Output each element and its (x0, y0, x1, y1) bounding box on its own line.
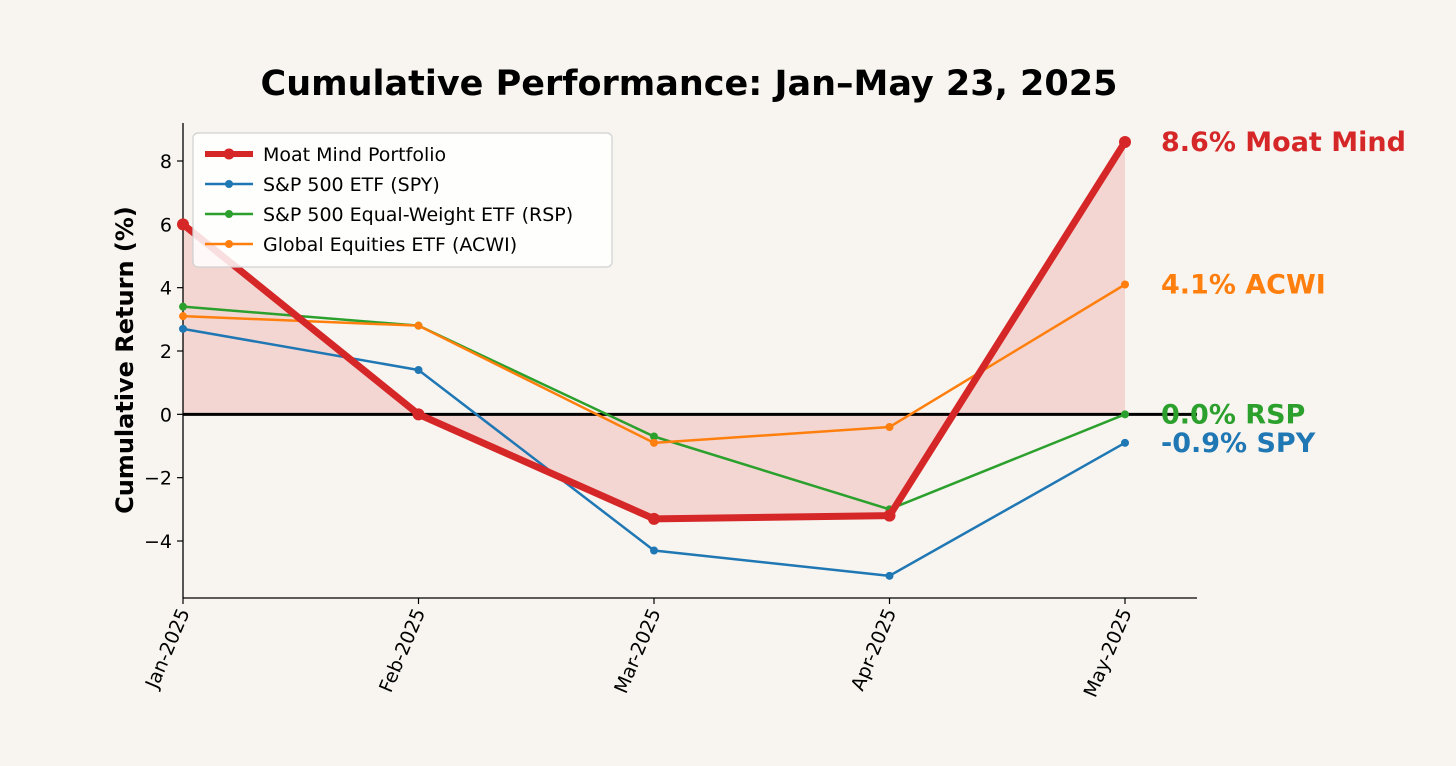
data-point-acwi (885, 423, 894, 431)
data-point-spy (414, 366, 423, 374)
data-point-acwi (1121, 280, 1129, 289)
data-point-spy (1121, 438, 1129, 447)
end-label-moat: 8.6% Moat Mind (1161, 127, 1406, 158)
y-tick-label: 4 (160, 278, 172, 300)
data-point-spy (885, 571, 894, 580)
end-label-spy: -0.9% SPY (1161, 428, 1316, 459)
x-tick-label: Jan-2025 (141, 605, 195, 692)
legend-label-moat: Moat Mind Portfolio (263, 144, 446, 166)
y-axis-label: Cumulative Return (%) (111, 206, 139, 514)
chart-title: Cumulative Performance: Jan–May 23, 2025 (261, 64, 1118, 104)
data-point-rsp (1121, 410, 1129, 419)
legend-marker-acwi (225, 240, 233, 248)
data-point-moat (883, 509, 896, 522)
y-tick-label: −4 (144, 531, 172, 553)
x-tick-label: Mar-2025 (610, 605, 665, 696)
legend-marker-moat (223, 148, 235, 160)
y-tick-label: −2 (144, 468, 172, 490)
legend-label-rsp: S&P 500 Equal-Weight ETF (RSP) (263, 204, 573, 226)
data-point-rsp (650, 432, 658, 441)
x-tick-label: Apr-2025 (847, 605, 901, 694)
data-point-moat (1119, 136, 1131, 148)
y-tick-label: 2 (160, 341, 172, 363)
end-label-acwi: 4.1% ACWI (1161, 270, 1326, 301)
y-tick-label: 8 (160, 151, 172, 173)
x-tick-label: Feb-2025 (375, 605, 430, 695)
data-point-acwi (650, 438, 658, 447)
data-point-moat (177, 218, 189, 231)
legend-label-acwi: Global Equities ETF (ACWI) (263, 234, 517, 256)
data-point-spy (650, 546, 658, 555)
data-point-rsp (179, 302, 187, 311)
legend-marker-rsp (225, 210, 233, 218)
data-point-acwi (179, 312, 187, 321)
data-point-acwi (414, 321, 423, 330)
end-label-rsp: 0.0% RSP (1161, 399, 1305, 430)
legend: Moat Mind Portfolio S&P 500 ETF (SPY) S&P … (192, 132, 613, 268)
y-tick-label: 6 (160, 214, 172, 236)
legend-box (192, 132, 613, 268)
data-point-moat (648, 512, 660, 525)
data-point-moat (412, 408, 425, 421)
legend-label-spy: S&P 500 ETF (SPY) (263, 174, 440, 196)
legend-marker-spy (225, 180, 233, 188)
x-tick-label: May-2025 (1080, 605, 1137, 700)
y-tick-label: 0 (160, 404, 172, 426)
data-point-spy (179, 324, 187, 333)
